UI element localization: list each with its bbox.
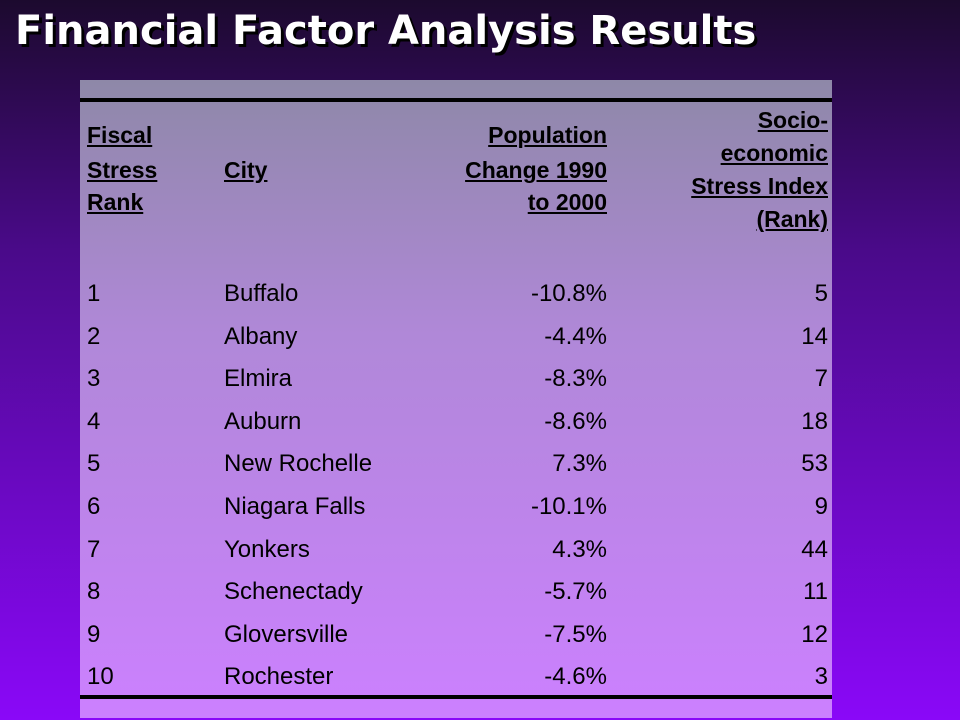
table-cell: 11 (803, 578, 828, 606)
table-cell: New Rochelle (224, 450, 373, 478)
table-cell: -4.4% (544, 322, 607, 350)
table-cell: 44 (801, 535, 828, 563)
table-cell: Buffalo (224, 280, 299, 307)
table-cell: 3 (87, 365, 101, 393)
table-cell: 6 (87, 493, 101, 520)
table-panel: Fiscal Stress Rank City Population Change 199… (80, 80, 832, 718)
table-cell: Yonkers (224, 535, 310, 563)
table-cell: 10 (87, 663, 114, 691)
column-header: Fiscal (87, 122, 153, 148)
table-cell: Gloversville (224, 620, 349, 648)
column-header: Population (488, 122, 607, 148)
column-header: Socio- (757, 107, 828, 133)
table-cell: -5.7% (544, 578, 607, 606)
table-cell: 9 (87, 620, 101, 648)
table-cell: 53 (801, 450, 828, 478)
table-cell: -7.5% (544, 620, 607, 648)
table-cell: 12 (801, 620, 828, 648)
table-cell: Niagara Falls (224, 493, 366, 520)
column-header: (Rank) (756, 206, 828, 232)
column-header: Change 1990 (465, 157, 607, 183)
table-cell: 3 (814, 663, 828, 691)
table-cell: Elmira (224, 365, 293, 393)
table-cell: Auburn (224, 407, 302, 435)
table-cell: 7 (87, 535, 101, 563)
table-cell: -8.3% (544, 365, 607, 393)
table-cell: 4 (87, 407, 101, 435)
column-header: Rank (87, 189, 144, 215)
table-cell: 5 (814, 280, 828, 307)
column-header: to 2000 (527, 189, 607, 215)
column-header: Stress (87, 157, 158, 183)
table-cell: 7.3% (552, 450, 607, 478)
table-cell: -4.6% (544, 663, 607, 691)
table-cell: -10.1% (530, 493, 607, 520)
top-rule (80, 98, 832, 102)
table-cell: Schenectady (224, 578, 363, 606)
table-cell: -10.8% (530, 280, 607, 307)
table-cell: Rochester (224, 663, 334, 691)
column-header: Stress Index (691, 173, 828, 199)
table-cell: 8 (87, 578, 101, 606)
slide-title: Financial Factor Analysis Results (15, 8, 757, 54)
table-cell: 1 (87, 280, 101, 307)
table-cell: 2 (87, 322, 101, 350)
table-cell: 7 (814, 365, 828, 393)
table-cell: Albany (224, 322, 298, 350)
table-cell: 14 (801, 322, 828, 350)
table-cell: -8.6% (544, 407, 607, 435)
column-header: economic (720, 140, 828, 166)
column-header: City (224, 157, 268, 183)
table-cell: 5 (87, 450, 101, 478)
table-cell: 18 (801, 407, 828, 435)
bottom-rule (80, 695, 832, 699)
table-cell: 4.3% (552, 535, 607, 563)
table-cell: 9 (814, 493, 828, 520)
